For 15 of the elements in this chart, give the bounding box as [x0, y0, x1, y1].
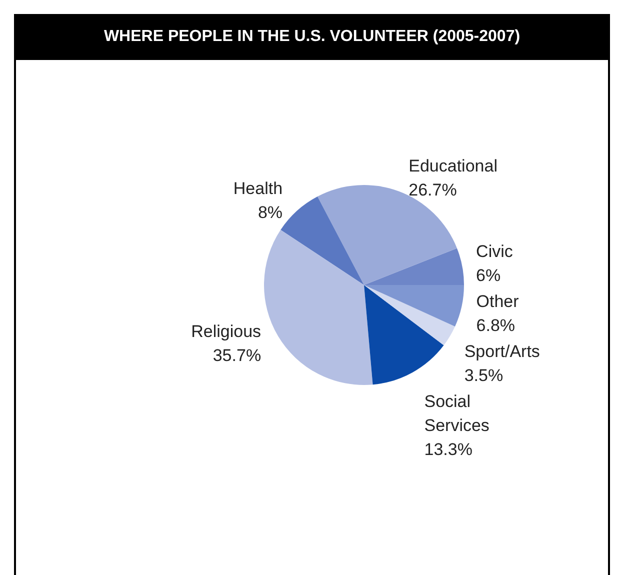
data-label: 26.7%: [408, 180, 457, 200]
data-label: 6.8%: [476, 316, 516, 336]
slice-label: Other: [476, 292, 520, 312]
slice-label: Sport/Arts: [464, 342, 540, 362]
slice-label: Civic: [476, 242, 514, 262]
data-label: 35.7%: [212, 346, 262, 365]
slice-label: Health: [233, 178, 283, 198]
chart-title: WHERE PEOPLE IN THE U.S. VOLUNTEER (2005-2007): [14, 14, 610, 60]
slice-label: Religious: [191, 322, 262, 341]
data-label: 6%: [476, 266, 501, 286]
slice-label: Social Services: [424, 392, 490, 436]
slice-label: Educational: [408, 156, 498, 176]
data-label: 8%: [258, 202, 283, 222]
data-label: 3.5%: [464, 366, 504, 386]
data-label: 13.3%: [424, 440, 472, 460]
